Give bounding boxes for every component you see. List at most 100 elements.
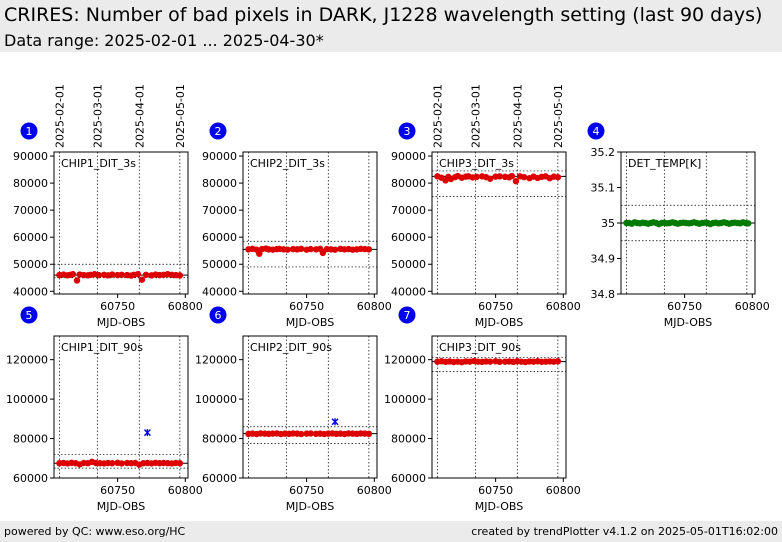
date-tick-label: 2025-03-01	[91, 84, 104, 148]
y-tick-label: 90000	[391, 150, 426, 163]
panel-label: CHIP1_DIT_90s	[61, 341, 143, 354]
data-point	[134, 271, 142, 278]
y-tick-label: 50000	[202, 258, 237, 271]
x-axis-label: MJD-OBS	[97, 500, 145, 513]
y-tick-label: 90000	[202, 150, 237, 163]
data-point	[554, 358, 562, 365]
data-point	[298, 430, 305, 438]
y-tick-label: 60000	[391, 472, 426, 485]
outlier-point	[331, 418, 339, 426]
panel-label: CHIP3_DIT_90s	[439, 341, 521, 354]
data-point	[473, 173, 480, 181]
x-tick-label: 60750	[667, 300, 702, 313]
y-tick-label: 70000	[202, 204, 237, 217]
y-tick-label: 80000	[202, 433, 237, 446]
data-point	[319, 249, 327, 257]
data-point	[508, 172, 516, 180]
header-bar: CRIRES: Number of bad pixels in DARK, J1…	[0, 0, 782, 52]
y-tick-label: 80000	[391, 177, 426, 190]
panel-number-badge	[398, 122, 416, 140]
y-tick-label: 100000	[384, 393, 426, 406]
x-axis-label: MJD-OBS	[286, 316, 334, 329]
panel-number-badge	[209, 122, 227, 140]
y-tick-label: 35.1	[591, 182, 616, 195]
y-tick-label: 40000	[391, 285, 426, 298]
y-tick-label: 60000	[391, 231, 426, 244]
data-point	[109, 460, 116, 467]
panel-number-badge	[20, 122, 38, 140]
x-tick-label: 60800	[546, 484, 581, 497]
data-point	[298, 245, 305, 253]
y-tick-label: 40000	[13, 285, 48, 298]
page-title: CRIRES: Number of bad pixels in DARK, J1…	[4, 4, 763, 26]
date-tick-label: 2025-04-01	[511, 84, 524, 148]
x-tick-label: 60750	[100, 484, 135, 497]
y-tick-label: 100000	[195, 393, 237, 406]
panel-number: 6	[215, 309, 222, 322]
data-point	[554, 173, 562, 181]
data-point	[487, 358, 494, 365]
data-point	[365, 246, 373, 253]
x-axis-label: MJD-OBS	[475, 500, 523, 513]
x-tick-label: 60800	[357, 300, 392, 313]
x-axis-label: MJD-OBS	[97, 316, 145, 329]
y-tick-label: 50000	[391, 258, 426, 271]
y-tick-label: 40000	[202, 285, 237, 298]
footer-generator: created by trendPlotter v4.1.2 on 2025-0…	[471, 525, 778, 538]
data-point	[512, 178, 520, 185]
panel-label: CHIP2_DIT_90s	[250, 341, 332, 354]
date-tick-label: 2025-02-01	[431, 84, 444, 148]
y-tick-label: 120000	[384, 354, 426, 367]
panel-number-badge	[587, 122, 605, 140]
date-tick-label: 2025-05-01	[174, 84, 187, 148]
x-tick-label: 60750	[478, 300, 513, 313]
panel-label: CHIP2_DIT_3s	[250, 157, 325, 170]
data-point	[487, 175, 494, 182]
y-tick-label: 80000	[13, 433, 48, 446]
y-tick-label: 60000	[13, 231, 48, 244]
footer-credit: powered by QC: www.eso.org/HC	[4, 525, 186, 538]
x-tick-label: 60800	[168, 484, 203, 497]
plot-frame-6	[242, 335, 378, 479]
x-tick-label: 60800	[168, 300, 203, 313]
data-range-subtitle: Data range: 2025-02-01 ... 2025-04-30*	[4, 31, 324, 50]
panel-number-badge	[209, 306, 227, 324]
panel-number: 7	[404, 309, 411, 322]
data-point	[95, 271, 102, 279]
panel-label: CHIP1_DIT_3s	[61, 157, 136, 170]
x-tick-label: 60750	[100, 300, 135, 313]
y-tick-label: 90000	[13, 150, 48, 163]
plot-frame-5	[53, 335, 189, 479]
data-point	[331, 246, 339, 253]
data-point	[142, 271, 150, 278]
data-point	[69, 271, 77, 278]
x-axis-label: MJD-OBS	[664, 316, 712, 329]
panel-number-badge	[20, 306, 38, 324]
data-point	[520, 173, 528, 181]
panel-number: 1	[26, 125, 33, 138]
data-point	[109, 271, 116, 278]
x-tick-label: 60800	[735, 300, 770, 313]
outlier-point	[143, 429, 151, 437]
panel-number: 2	[215, 125, 222, 138]
panel-number: 4	[593, 125, 600, 138]
y-tick-label: 60000	[202, 472, 237, 485]
panel-number-badge	[398, 306, 416, 324]
x-tick-label: 60750	[478, 484, 513, 497]
y-tick-label: 120000	[6, 354, 48, 367]
data-point	[118, 271, 125, 278]
data-point	[176, 272, 184, 279]
date-tick-label: 2025-05-01	[552, 84, 565, 148]
x-axis-label: MJD-OBS	[475, 316, 523, 329]
data-point	[118, 460, 125, 467]
x-tick-label: 60750	[289, 300, 324, 313]
plot-frame-1	[53, 151, 189, 295]
data-point	[307, 245, 314, 253]
y-tick-label: 34.9	[591, 253, 616, 266]
plot-frame-7	[431, 335, 567, 479]
date-tick-label: 2025-04-01	[133, 84, 146, 148]
data-point	[745, 220, 752, 227]
x-axis-label: MJD-OBS	[286, 500, 334, 513]
data-point	[496, 358, 503, 366]
data-point	[176, 460, 184, 467]
